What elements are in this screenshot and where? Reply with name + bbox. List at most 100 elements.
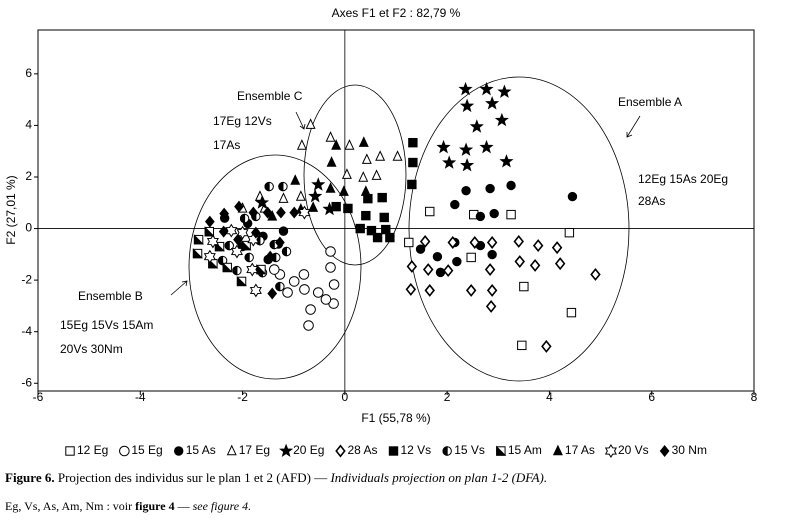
point xyxy=(487,249,497,260)
marker-part xyxy=(265,250,276,263)
point xyxy=(224,240,234,251)
marker-part xyxy=(331,139,342,150)
marker-part xyxy=(241,240,252,251)
point xyxy=(459,142,474,156)
marker-part xyxy=(408,137,418,148)
ellipse-a xyxy=(408,76,630,382)
marker-part xyxy=(305,118,316,129)
point xyxy=(460,98,475,113)
marker-part xyxy=(217,255,224,266)
marker-part xyxy=(325,246,336,257)
point xyxy=(381,224,391,235)
point xyxy=(519,281,529,292)
marker-part xyxy=(236,276,247,287)
marker-part xyxy=(267,210,278,221)
marker-part xyxy=(218,225,229,238)
marker-part xyxy=(392,150,403,161)
point xyxy=(249,283,262,298)
point xyxy=(341,168,352,179)
legend-marker xyxy=(335,444,346,458)
annotation: 20Vs 30Nm xyxy=(60,342,123,356)
marker-part xyxy=(236,225,249,240)
point xyxy=(206,234,219,249)
point xyxy=(469,236,480,249)
marker-part xyxy=(290,174,301,185)
marker-part xyxy=(226,444,237,456)
marker-part xyxy=(551,241,563,255)
marker-part xyxy=(204,226,215,237)
marker-part xyxy=(224,240,230,251)
point xyxy=(233,233,243,246)
legend-marker xyxy=(604,444,617,458)
point xyxy=(442,264,454,278)
marker-part xyxy=(275,236,285,249)
point xyxy=(375,150,386,161)
marker-part xyxy=(484,263,496,277)
marker-part xyxy=(269,239,275,250)
point xyxy=(204,215,215,228)
marker-part xyxy=(204,215,215,228)
point xyxy=(590,267,601,281)
marker-part xyxy=(590,267,601,281)
marker-part xyxy=(222,262,233,273)
marker-part xyxy=(442,446,448,456)
marker-part xyxy=(447,236,458,249)
annotation: 28As xyxy=(638,194,665,208)
marker-part xyxy=(296,139,307,150)
marker-part xyxy=(328,279,340,290)
point xyxy=(479,81,494,96)
point xyxy=(219,207,230,220)
point xyxy=(358,136,369,147)
point xyxy=(460,157,475,172)
x-tick-label: -6 xyxy=(33,390,44,404)
point xyxy=(289,206,300,219)
point xyxy=(308,201,319,212)
point xyxy=(281,246,292,257)
marker-part xyxy=(366,225,377,236)
marker-part xyxy=(278,226,289,236)
point xyxy=(465,283,477,297)
marker-part xyxy=(341,168,352,179)
legend-marker xyxy=(659,445,670,457)
marker-part xyxy=(192,248,203,259)
marker-part xyxy=(494,112,509,127)
marker-part xyxy=(432,251,443,262)
point xyxy=(239,213,250,224)
point xyxy=(244,252,254,263)
marker-part xyxy=(308,201,319,212)
marker-part xyxy=(460,98,475,113)
point xyxy=(424,283,435,297)
caption-note: Eg, Vs, As, Am, Nm : voir figure 4 — see… xyxy=(5,499,251,514)
marker-part xyxy=(415,244,426,254)
point xyxy=(312,287,324,298)
marker-part xyxy=(282,287,293,298)
x-tick-label: 8 xyxy=(751,390,758,404)
marker-part xyxy=(496,445,507,456)
legend-label: 12 Eg xyxy=(77,443,108,457)
caption-text-en: Individuals projection on plan 1-2 (DFA)… xyxy=(330,470,548,485)
marker-part xyxy=(567,191,578,202)
point xyxy=(566,307,577,318)
marker-part xyxy=(305,304,316,315)
annotation: Ensemble C xyxy=(237,89,303,103)
marker-part xyxy=(174,446,184,456)
marker-part xyxy=(239,213,246,224)
legend-label: 17 As xyxy=(565,443,595,457)
marker-part xyxy=(361,153,372,164)
legend-label: 12 Vs xyxy=(401,443,432,457)
point xyxy=(254,195,270,209)
marker-part xyxy=(233,233,243,246)
x-tick-label: 0 xyxy=(342,390,349,404)
chart-title: Axes F1 et F2 : 82,79 % xyxy=(332,6,461,20)
point xyxy=(251,226,261,239)
point xyxy=(567,191,578,202)
point xyxy=(551,241,563,255)
annotation: 17Eg 12Vs xyxy=(213,114,272,128)
ellipse-c xyxy=(303,84,407,266)
point xyxy=(264,181,274,192)
marker-part xyxy=(659,445,670,457)
point xyxy=(308,188,323,203)
marker-part xyxy=(405,282,417,296)
point xyxy=(532,239,544,253)
point xyxy=(344,139,355,150)
